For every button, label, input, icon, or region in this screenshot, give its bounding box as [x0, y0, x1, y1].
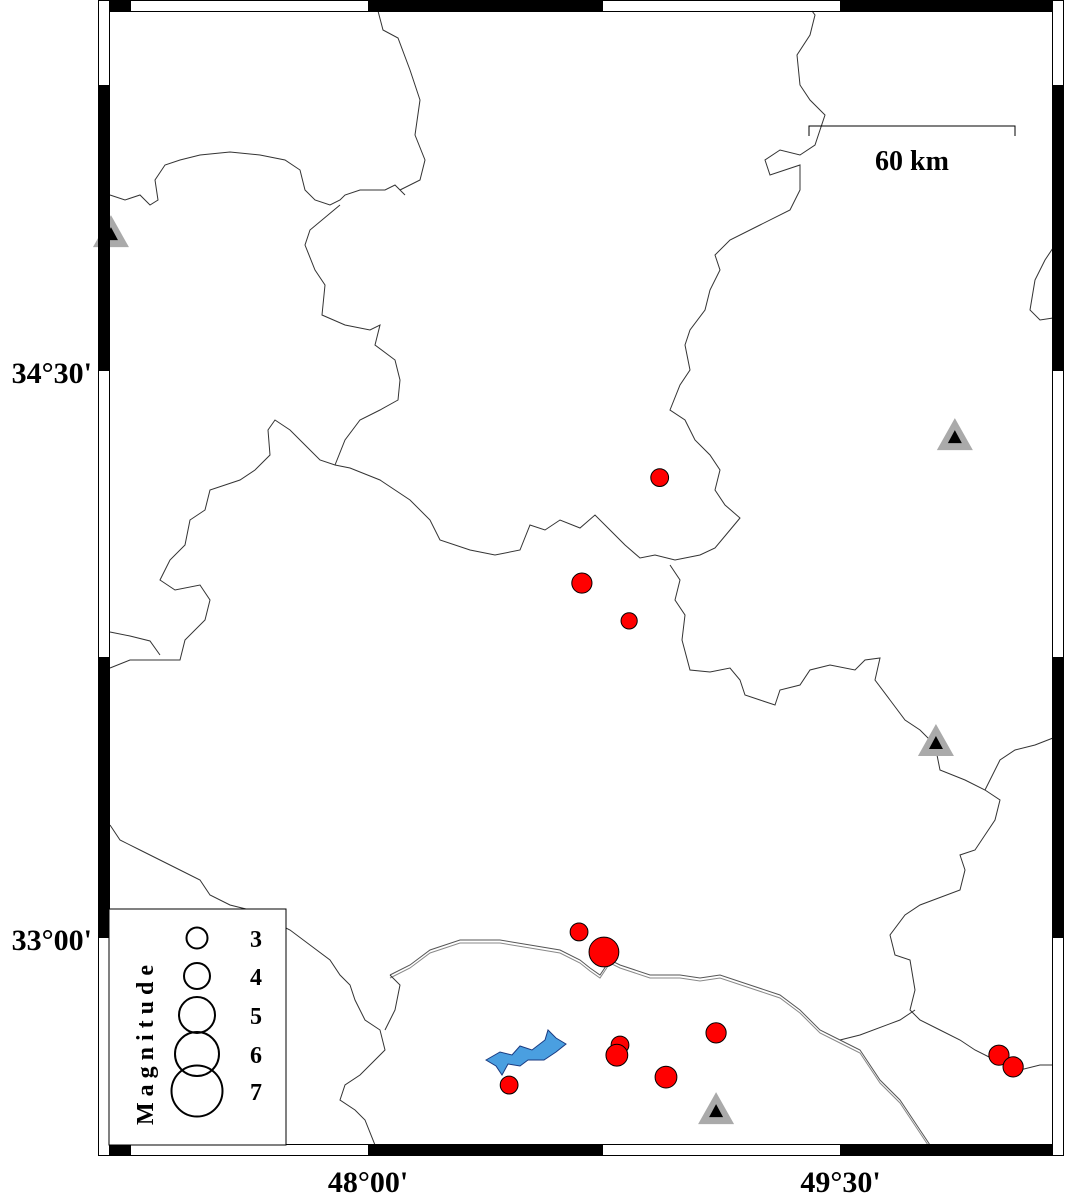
station-triangle-icon — [698, 1092, 735, 1125]
earthquake-marker — [605, 1043, 629, 1067]
scale-bar-label: 60 km — [875, 146, 949, 177]
frame-segment — [840, 1145, 1053, 1156]
frame-segment — [368, 0, 603, 11]
legend-circle — [174, 1031, 220, 1077]
boundary-line — [109, 151, 406, 206]
frame-segment — [109, 1145, 131, 1156]
legend-label: 7 — [250, 1080, 262, 1106]
earthquake-marker — [1002, 1056, 1024, 1078]
map-frame — [98, 0, 1064, 1156]
legend-item: 3 — [185, 926, 262, 953]
boundary-line — [839, 1009, 916, 1041]
legend-circle — [183, 962, 211, 990]
legend-title: Magnitude — [133, 959, 159, 1125]
boundary-line — [1029, 247, 1054, 321]
frame-inner — [109, 11, 1053, 1145]
legend-label: 4 — [250, 965, 262, 991]
frame-segment — [840, 0, 1053, 11]
legend-item: 7 — [170, 1064, 262, 1118]
magnitude-legend: Magnitude 3 4 5 6 7 — [108, 908, 287, 1146]
frame-segment — [98, 85, 109, 371]
lat-tick-label: 33°00' — [12, 924, 92, 957]
lon-tick-label: 48°00' — [328, 1166, 408, 1194]
legend-label: 6 — [250, 1043, 262, 1069]
boundary-line — [109, 631, 161, 656]
boundary-line — [377, 10, 426, 191]
frame-segment — [1053, 657, 1064, 938]
earthquake-marker — [569, 922, 589, 942]
lake — [485, 1029, 567, 1076]
earthquake-marker — [620, 612, 638, 630]
legend-label: 5 — [250, 1004, 262, 1030]
lat-tick-label: 34°30' — [12, 357, 92, 390]
river-line — [389, 942, 929, 1146]
boundary-line — [109, 204, 401, 669]
frame-segment — [98, 657, 109, 938]
scale-bar: 60 km — [808, 125, 1016, 177]
frame-segment — [109, 0, 131, 11]
frame-segment — [368, 1145, 603, 1156]
boundary-line — [109, 824, 386, 1146]
legend-item: 4 — [183, 962, 262, 991]
earthquake-marker — [654, 1065, 678, 1089]
earthquake-marker — [705, 1022, 727, 1044]
station-triangle-icon — [936, 418, 973, 451]
earthquake-marker — [499, 1075, 519, 1095]
boundary-line — [384, 974, 401, 1031]
legend-label: 3 — [250, 927, 262, 953]
boundary-line — [669, 564, 1053, 1071]
river-line — [389, 939, 931, 1146]
frame-segment — [1053, 85, 1064, 371]
axis-labels: 48°00' 49°30' 34°30' 33°00' — [12, 357, 881, 1194]
legend-circle — [185, 926, 209, 950]
boundary-line — [334, 10, 826, 561]
province-boundaries — [109, 10, 1054, 1146]
earthquake-marker — [588, 936, 620, 968]
earthquake-marker — [650, 468, 670, 487]
boundary-line — [984, 737, 1054, 791]
earthquake-events — [499, 468, 1024, 1095]
legend-circle — [170, 1064, 224, 1118]
legend-item: 6 — [174, 1031, 262, 1077]
lon-tick-label: 49°30' — [800, 1166, 880, 1194]
earthquake-marker — [571, 572, 593, 594]
earthquake-marker — [988, 1044, 1010, 1066]
station-triangle-icon — [917, 723, 954, 756]
seismic-stations — [92, 215, 973, 1125]
